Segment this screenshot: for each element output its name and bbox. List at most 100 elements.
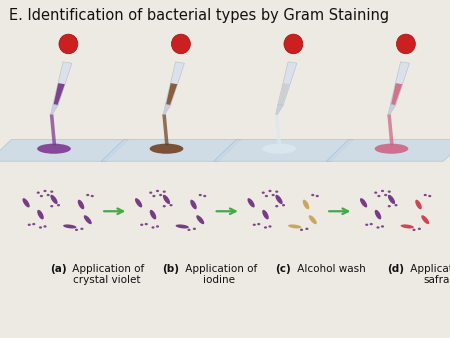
Ellipse shape	[311, 194, 314, 196]
Text: (b): (b)	[162, 264, 180, 274]
Ellipse shape	[37, 210, 44, 219]
Text: E. Identification of bacterial types by Gram Staining: E. Identification of bacterial types by …	[9, 8, 389, 23]
Ellipse shape	[253, 224, 256, 226]
Polygon shape	[276, 104, 283, 114]
Polygon shape	[388, 104, 396, 114]
Ellipse shape	[424, 194, 427, 196]
Ellipse shape	[282, 204, 285, 206]
Ellipse shape	[149, 144, 184, 154]
Polygon shape	[278, 62, 297, 105]
Ellipse shape	[190, 200, 197, 209]
Ellipse shape	[150, 210, 156, 219]
Ellipse shape	[375, 210, 381, 219]
Polygon shape	[53, 62, 72, 105]
Ellipse shape	[169, 204, 173, 206]
Ellipse shape	[43, 225, 47, 228]
Ellipse shape	[271, 194, 274, 196]
Text: Alcohol wash: Alcohol wash	[294, 264, 366, 274]
Ellipse shape	[59, 34, 78, 54]
Polygon shape	[387, 114, 394, 145]
Ellipse shape	[199, 194, 202, 196]
Ellipse shape	[80, 228, 84, 230]
Polygon shape	[101, 140, 241, 161]
Ellipse shape	[171, 34, 190, 54]
Ellipse shape	[156, 190, 159, 192]
Ellipse shape	[203, 195, 206, 197]
Ellipse shape	[288, 224, 302, 228]
Ellipse shape	[262, 144, 296, 154]
Ellipse shape	[275, 195, 283, 204]
Text: (d): (d)	[387, 264, 405, 274]
Text: Application of
iodine: Application of iodine	[182, 264, 257, 285]
Ellipse shape	[156, 225, 159, 228]
Ellipse shape	[40, 195, 43, 197]
Polygon shape	[279, 83, 290, 105]
Ellipse shape	[384, 194, 387, 196]
Ellipse shape	[47, 194, 50, 196]
Ellipse shape	[50, 205, 54, 207]
Ellipse shape	[381, 225, 384, 228]
Ellipse shape	[388, 191, 391, 193]
Ellipse shape	[309, 215, 317, 224]
Ellipse shape	[374, 191, 378, 194]
Polygon shape	[166, 83, 177, 105]
Ellipse shape	[193, 228, 196, 230]
Ellipse shape	[316, 195, 319, 197]
Ellipse shape	[300, 228, 303, 231]
Polygon shape	[391, 62, 410, 105]
Ellipse shape	[377, 195, 380, 197]
Ellipse shape	[275, 205, 278, 207]
Ellipse shape	[303, 200, 309, 209]
Ellipse shape	[63, 224, 76, 228]
Ellipse shape	[262, 191, 265, 194]
Ellipse shape	[140, 224, 143, 226]
Ellipse shape	[28, 224, 31, 226]
Ellipse shape	[163, 191, 166, 193]
Ellipse shape	[275, 191, 278, 193]
Ellipse shape	[36, 191, 40, 194]
Ellipse shape	[394, 204, 398, 206]
Ellipse shape	[188, 228, 191, 231]
Ellipse shape	[376, 226, 380, 228]
Polygon shape	[0, 140, 128, 161]
Ellipse shape	[151, 226, 155, 228]
Ellipse shape	[381, 190, 384, 192]
Ellipse shape	[370, 223, 373, 225]
Ellipse shape	[90, 195, 94, 197]
Ellipse shape	[135, 198, 142, 208]
Ellipse shape	[22, 198, 30, 208]
Ellipse shape	[257, 223, 260, 225]
Ellipse shape	[32, 223, 36, 225]
Ellipse shape	[84, 215, 92, 224]
Polygon shape	[162, 114, 169, 145]
Polygon shape	[163, 104, 171, 114]
Ellipse shape	[418, 228, 421, 230]
Ellipse shape	[75, 228, 78, 231]
Polygon shape	[51, 104, 58, 114]
Ellipse shape	[365, 224, 369, 226]
Polygon shape	[391, 83, 402, 105]
Ellipse shape	[78, 200, 84, 209]
Ellipse shape	[284, 34, 303, 54]
Ellipse shape	[37, 144, 71, 154]
Ellipse shape	[163, 205, 166, 207]
Ellipse shape	[421, 215, 429, 224]
Ellipse shape	[400, 224, 414, 228]
Ellipse shape	[163, 195, 170, 204]
Ellipse shape	[248, 198, 255, 208]
Ellipse shape	[152, 195, 156, 197]
Text: Application of
crystal violet: Application of crystal violet	[69, 264, 144, 285]
Ellipse shape	[428, 195, 432, 197]
Ellipse shape	[262, 210, 269, 219]
Ellipse shape	[360, 198, 367, 208]
Ellipse shape	[159, 194, 162, 196]
Ellipse shape	[50, 195, 58, 204]
Ellipse shape	[396, 34, 415, 54]
Ellipse shape	[412, 228, 416, 231]
Ellipse shape	[388, 205, 391, 207]
Polygon shape	[166, 62, 184, 105]
Ellipse shape	[268, 190, 271, 192]
Ellipse shape	[50, 191, 54, 193]
Ellipse shape	[374, 144, 409, 154]
Ellipse shape	[149, 191, 152, 194]
